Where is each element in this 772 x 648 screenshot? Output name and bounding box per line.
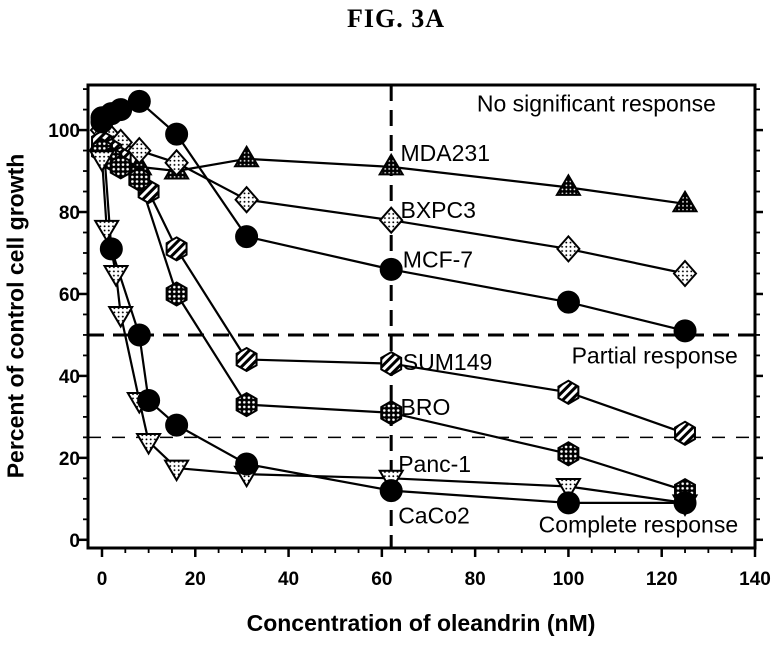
annotation-partial-response: Partial response — [572, 343, 738, 369]
series-marker-sum149 — [165, 236, 188, 262]
x-axis-tick-label: 100 — [553, 569, 585, 590]
series-label-panc-1: Panc-1 — [398, 451, 471, 477]
series-label-sum149: SUM149 — [403, 349, 492, 375]
series-marker-panc-1 — [88, 150, 116, 173]
series-label-caco2: CaCo2 — [398, 502, 470, 528]
x-axis-tick-label: 40 — [278, 569, 299, 590]
series-marker-bxpc3 — [672, 259, 698, 288]
x-axis-tick-label: 80 — [465, 569, 486, 590]
series-marker-mcf-7 — [556, 290, 580, 314]
series-marker-caco2 — [235, 452, 259, 476]
series-marker-mda231 — [555, 173, 582, 196]
series-line-bro — [101, 149, 686, 492]
series-marker-caco2 — [137, 388, 161, 412]
y-axis-tick-label: 100 — [48, 121, 80, 142]
series-label-mcf-7: MCF-7 — [403, 246, 473, 272]
x-axis-tick-label: 120 — [646, 569, 678, 590]
series-marker-mda231 — [377, 152, 405, 176]
series-marker-sum149 — [380, 350, 403, 377]
series-marker-mcf-7 — [109, 98, 133, 122]
series-label-bro: BRO — [401, 394, 451, 420]
plot-border — [86, 83, 757, 550]
figure-title: FIG. 3A — [347, 4, 445, 33]
x-axis-title: Concentration of oleandrin (nM) — [246, 610, 596, 636]
series-marker-mcf-7 — [165, 122, 189, 146]
series-marker-caco2 — [379, 479, 403, 503]
series-marker-bxpc3 — [556, 234, 581, 263]
y-axis-tick-label: 0 — [69, 531, 80, 552]
series-marker-mcf-7 — [379, 257, 403, 281]
series-marker-caco2 — [165, 413, 189, 437]
series-marker-caco2 — [90, 110, 114, 134]
series-marker-caco2 — [127, 323, 151, 347]
x-axis-tick-label: 60 — [371, 569, 392, 590]
series-marker-bro — [165, 281, 188, 307]
series-marker-panc-1 — [135, 433, 162, 456]
series-marker-bro — [128, 166, 151, 192]
series-marker-sum149 — [674, 420, 696, 446]
series-marker-bxpc3 — [164, 148, 189, 177]
series-marker-mcf-7 — [673, 319, 697, 343]
series-marker-panc-1 — [163, 459, 190, 483]
series-marker-mcf-7 — [127, 89, 151, 113]
series-marker-panc-1 — [102, 265, 130, 288]
series-marker-panc-1 — [555, 478, 582, 501]
series-marker-bro — [235, 391, 258, 418]
series-marker-mcf-7 — [235, 225, 259, 249]
series-marker-caco2 — [556, 491, 580, 515]
series-line-sum149 — [101, 141, 686, 435]
y-axis-tick-label: 80 — [59, 203, 80, 224]
series-marker-bxpc3 — [126, 136, 152, 165]
series-marker-panc-1 — [93, 219, 120, 243]
series-marker-bxpc3 — [234, 185, 259, 214]
series-label-bxpc3: BXPC3 — [401, 197, 476, 223]
x-axis-tick-label: 0 — [97, 569, 108, 590]
series-marker-caco2 — [673, 491, 697, 515]
series-marker-caco2 — [99, 237, 123, 261]
series-marker-mda231 — [671, 189, 699, 213]
annotation-no-significant-response: No significant response — [477, 91, 716, 117]
annotation-complete-response: Complete response — [539, 511, 738, 537]
series-marker-sum149 — [235, 346, 258, 373]
y-axis-tick-label: 60 — [59, 285, 80, 306]
series-marker-bro — [109, 154, 132, 180]
series-marker-bro — [380, 400, 403, 426]
x-axis-tick-label: 20 — [185, 569, 206, 590]
series-marker-panc-1 — [107, 306, 134, 329]
series-marker-sum149 — [557, 379, 580, 405]
series-marker-bxpc3 — [378, 206, 404, 235]
series-label-mda231: MDA231 — [401, 140, 490, 166]
x-axis-tick-label: 140 — [739, 569, 771, 590]
series-marker-bro — [557, 441, 580, 467]
series-marker-mda231 — [233, 144, 260, 168]
y-axis-tick-label: 20 — [59, 449, 80, 470]
y-axis-tick-label: 40 — [59, 367, 80, 388]
